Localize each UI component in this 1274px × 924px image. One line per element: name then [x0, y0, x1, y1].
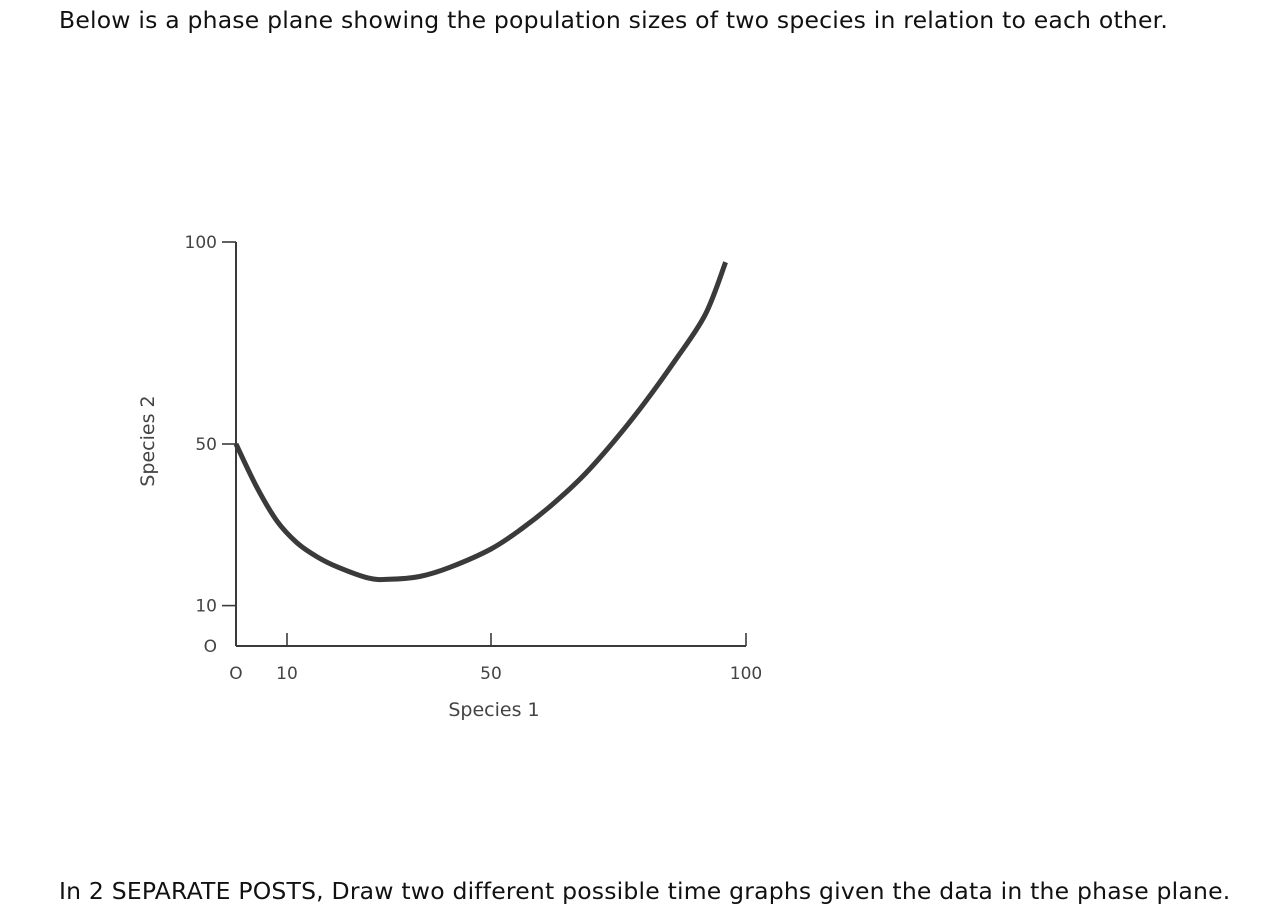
instruction-text: In 2 SEPARATE POSTS, Draw two different …: [59, 877, 1231, 905]
y-axis-label: Species 2: [137, 395, 159, 486]
x-axis-label: Species 1: [448, 699, 539, 721]
y-tick-label: 10: [195, 597, 217, 617]
x-tick-label: 10: [276, 664, 298, 684]
x-tick-label: 100: [730, 664, 762, 684]
x-tick-label: 50: [480, 664, 502, 684]
y-tick-label: 100: [185, 233, 217, 253]
x-tick-label: O: [229, 664, 242, 684]
y-tick-label: O: [204, 637, 217, 657]
intro-text: Below is a phase plane showing the popul…: [59, 6, 1168, 34]
phase-trajectory-line: [233, 261, 728, 583]
axes: [235, 242, 746, 647]
ticks: O 10 50 100 O 10 50 100: [185, 233, 763, 684]
y-tick-label: 50: [195, 435, 217, 455]
trajectory-layer: [233, 261, 728, 583]
